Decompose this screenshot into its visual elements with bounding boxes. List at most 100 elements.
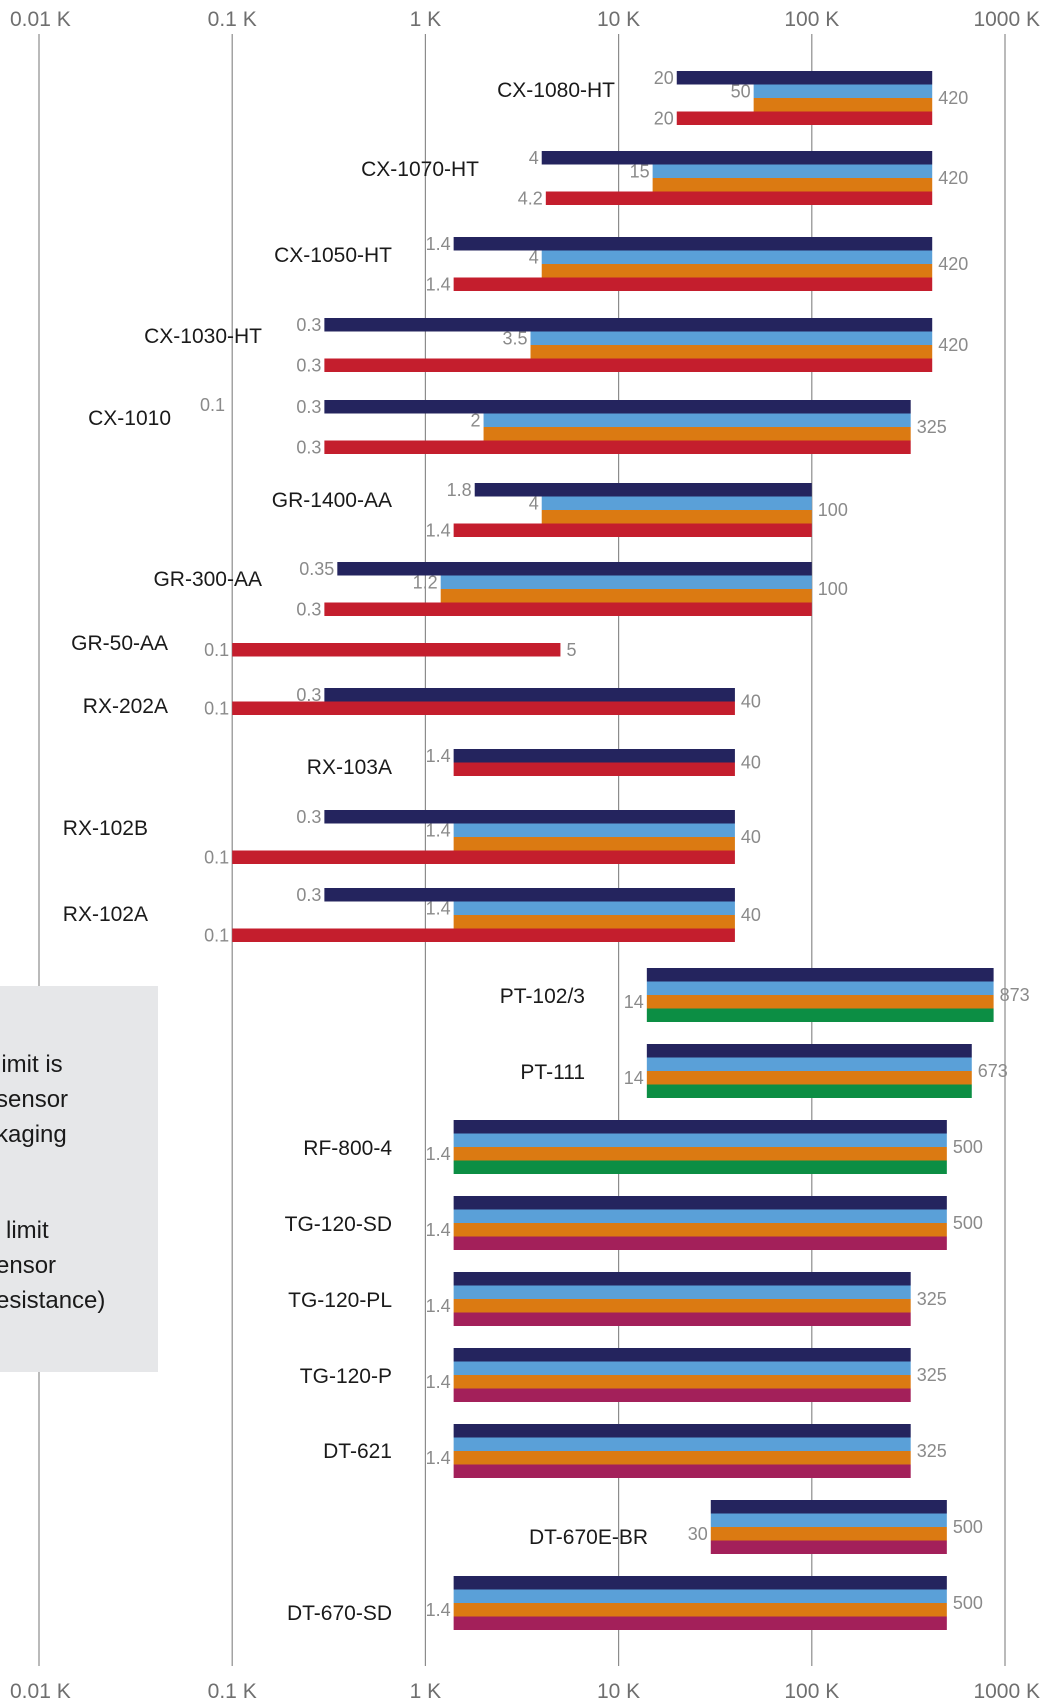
bar-navy (453, 749, 735, 763)
min-value-label: 0.35 (299, 559, 334, 579)
bar-green (453, 1160, 947, 1174)
x-tick-label-top: 10 K (597, 8, 640, 31)
bar-navy (541, 151, 933, 165)
max-value-label: 5 (566, 640, 576, 660)
min-value-label: 1.4 (426, 899, 451, 919)
x-tick-label-bottom: 1 K (410, 1680, 442, 1702)
bar-orange (530, 345, 933, 359)
bar-orange (453, 837, 735, 851)
bar-lightblue (646, 981, 994, 995)
sensor-name: TG-120-PL (288, 1289, 392, 1312)
max-value-label: 500 (953, 1213, 983, 1233)
min-value-label: 1.4 (426, 275, 451, 295)
bar-lightblue (453, 1285, 911, 1299)
bar-navy (453, 1196, 947, 1210)
min-value-label: 0.1 (204, 926, 229, 946)
min-value-label: 2 (471, 411, 481, 431)
min-value-label: 0.3 (296, 600, 321, 620)
min-value-label: 0.3 (296, 685, 321, 705)
min-value-label: 1.4 (426, 234, 451, 254)
x-tick-label-top: 1 K (410, 8, 442, 31)
min-value-label: 0.3 (296, 438, 321, 458)
max-value-label: 420 (938, 254, 968, 274)
min-value-label: 1.4 (426, 746, 451, 766)
sensor-name: RX-103A (307, 756, 392, 779)
bar-orange (541, 510, 812, 524)
bar-lightblue (453, 1589, 947, 1603)
max-value-label: 325 (917, 1441, 947, 1461)
x-tick-label-top: 0.1 K (208, 8, 257, 31)
sensor-name: TG-120-P (300, 1365, 392, 1388)
bar-red (324, 358, 933, 372)
max-value-label: 420 (938, 168, 968, 188)
min-value-label: 0.3 (296, 315, 321, 335)
bar-navy (453, 1424, 911, 1438)
bar-lightblue (453, 823, 735, 837)
note-line: limit is (0, 1051, 63, 1078)
min-value-label: 20 (654, 68, 674, 88)
note-line: kaging (0, 1121, 67, 1148)
max-value-label: 500 (953, 1517, 983, 1537)
min-value-label: 0.3 (296, 885, 321, 905)
max-value-label: 325 (917, 1365, 947, 1385)
bar-red (545, 191, 933, 205)
sensor-name: DT-670E-BR (529, 1526, 648, 1549)
min-value-label: 1.4 (426, 1372, 451, 1392)
note-line: esistance) (0, 1287, 105, 1314)
bar-red (232, 928, 735, 942)
bar-magenta (453, 1616, 947, 1630)
min-value-label: 4 (529, 248, 539, 268)
max-value-label: 500 (953, 1593, 983, 1613)
extra-value-label: 0.1 (200, 395, 225, 415)
bar-lightblue (753, 84, 933, 98)
min-value-label: 0.1 (204, 640, 229, 660)
min-value-label: 1.4 (426, 1296, 451, 1316)
min-value-label: 1.2 (413, 573, 438, 593)
x-tick-label-top: 1000 K (973, 8, 1040, 31)
bar-red (324, 440, 911, 454)
bar-orange (646, 995, 994, 1009)
bar-navy (324, 810, 735, 824)
sensor-name: DT-621 (323, 1440, 392, 1463)
min-value-label: 30 (688, 1524, 708, 1544)
bar-lightblue (453, 901, 735, 915)
min-value-label: 1.4 (426, 1220, 451, 1240)
bar-lightblue (652, 164, 933, 178)
max-value-label: 420 (938, 335, 968, 355)
min-value-label: 1.4 (426, 521, 451, 541)
bar-red (676, 111, 933, 125)
sensor-name: GR-50-AA (71, 632, 168, 655)
bar-lightblue (453, 1209, 947, 1223)
bar-red (453, 523, 812, 537)
bar-magenta (453, 1236, 947, 1250)
x-tick-label-top: 0.01 K (10, 8, 71, 31)
max-value-label: 40 (741, 692, 761, 712)
min-value-label: 20 (654, 109, 674, 129)
bar-lightblue (453, 1437, 911, 1451)
min-value-label: 1.4 (426, 1600, 451, 1620)
note-box: limit is sensor kaging limit ensor esist… (0, 986, 158, 1372)
bar-navy (324, 688, 735, 702)
bar-orange (753, 98, 933, 112)
bar-orange (440, 589, 812, 603)
sensor-name: GR-300-AA (153, 568, 262, 591)
min-value-label: 0.1 (204, 848, 229, 868)
bar-lightblue (453, 1361, 911, 1375)
sensor-name: RX-102A (63, 903, 148, 926)
sensor-name: TG-120-SD (285, 1213, 392, 1236)
bar-navy (337, 562, 812, 576)
bar-navy (324, 888, 735, 902)
sensor-name: GR-1400-AA (272, 489, 392, 512)
bar-lightblue (541, 250, 933, 264)
note-line: limit (6, 1217, 49, 1244)
bar-green (646, 1008, 994, 1022)
max-value-label: 40 (741, 753, 761, 773)
min-value-label: 1.8 (447, 480, 472, 500)
bar-orange (541, 264, 933, 278)
min-value-label: 15 (630, 162, 650, 182)
min-value-label: 4 (529, 494, 539, 514)
min-value-label: 3.5 (502, 329, 527, 349)
bar-lightblue (530, 331, 933, 345)
x-tick-label-bottom: 0.1 K (208, 1680, 257, 1702)
bar-red (453, 762, 735, 776)
